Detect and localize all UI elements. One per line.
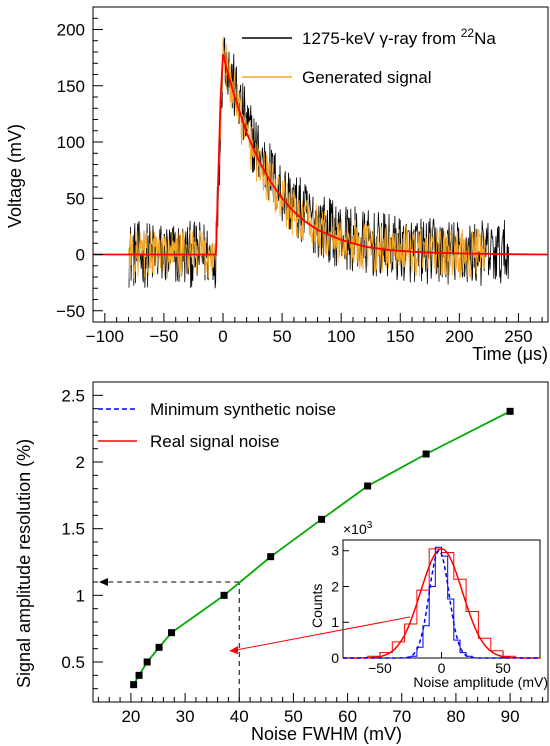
bottom-x-axis-label: Noise FWHM (mV) xyxy=(251,724,402,744)
inset-y-tick-label: 2 xyxy=(331,578,339,594)
bottom-y-tick-label: 1.5 xyxy=(61,520,85,539)
legend-label-na22: 1275-keV γ-ray from 22Na xyxy=(302,26,496,48)
inset-y-axis-label: Counts xyxy=(309,584,325,628)
bottom-x-tick-label: 80 xyxy=(446,707,465,726)
inset-y-tick-label: 3 xyxy=(331,543,339,559)
bottom-x-tick-label: 70 xyxy=(392,707,411,726)
inset-x-tick-label: 50 xyxy=(495,660,511,676)
resolution-point xyxy=(506,407,514,415)
top-y-tick-label: 100 xyxy=(57,133,85,152)
legend-label-min-synthetic: Minimum synthetic noise xyxy=(150,400,336,419)
top-plot-frame xyxy=(92,6,549,323)
top-x-tick-label: 0 xyxy=(218,327,227,346)
top-x-tick-label: 50 xyxy=(273,327,292,346)
top-y-tick-label: 150 xyxy=(57,77,85,96)
legend-label-real-noise: Real signal noise xyxy=(150,432,279,451)
inset-y-tick-label: 1 xyxy=(331,614,339,630)
inset-arrow xyxy=(229,616,411,654)
top-x-tick-label: 200 xyxy=(445,327,473,346)
resolution-point xyxy=(364,482,372,490)
generated-waveform xyxy=(128,36,486,279)
resolution-point xyxy=(422,450,430,458)
legend-label-generated: Generated signal xyxy=(302,68,431,87)
resolution-point xyxy=(155,643,163,651)
inset-x-tick-label: −50 xyxy=(368,660,392,676)
top-y-axis-label: Voltage (mV) xyxy=(5,124,25,228)
inset-background xyxy=(342,539,541,659)
bottom-y-tick-label: 2.5 xyxy=(61,386,85,405)
inset-red-fit xyxy=(343,548,540,659)
resolution-point xyxy=(318,515,326,523)
resolution-point xyxy=(135,671,143,679)
top-x-tick-label: 100 xyxy=(327,327,355,346)
top-x-tick-label: −50 xyxy=(149,327,178,346)
top-legend: 1275-keV γ-ray from 22Na Generated signa… xyxy=(242,26,496,87)
guide-arrowhead xyxy=(99,578,108,586)
resolution-point xyxy=(220,591,228,599)
inset-y-tick-label: 0 xyxy=(331,650,339,666)
bottom-x-tick-label: 50 xyxy=(284,707,303,726)
inset-x-tick-label: 0 xyxy=(438,660,446,676)
inset-multiplier: ×103 xyxy=(343,520,373,537)
top-y-tick-label: −50 xyxy=(56,302,85,321)
top-x-tick-label: 250 xyxy=(504,327,532,346)
top-x-tick-label: −100 xyxy=(86,327,124,346)
top-y-tick-label: 200 xyxy=(57,21,85,40)
resolution-point xyxy=(143,658,151,666)
resolution-point xyxy=(130,681,138,689)
fit-curve xyxy=(93,54,549,256)
inset-x-axis-label: Noise amplitude (mV) xyxy=(413,674,548,690)
bottom-legend: Minimum synthetic noise Real signal nois… xyxy=(98,400,336,451)
inset-blue-fit xyxy=(343,549,540,659)
resolution-point xyxy=(267,553,275,561)
resolution-panel: 20 30 40 50 60 70 80 900.511.522.5 Noise FWHM (… xyxy=(14,381,549,744)
resolution-point xyxy=(168,629,176,637)
inset-blue-histogram xyxy=(410,546,473,658)
bottom-y-axis-label: Signal amplitude resolution (%) xyxy=(14,439,34,688)
noise-histogram-inset: −50 0 50 0 1 2 3 ×103 Counts Noise amplitude (… xyxy=(309,520,548,690)
bottom-x-tick-label: 90 xyxy=(501,707,520,726)
top-y-tick-label: 50 xyxy=(66,189,85,208)
top-x-tick-label: 150 xyxy=(386,327,414,346)
bottom-x-tick-label: 30 xyxy=(176,707,195,726)
bottom-x-tick-label: 60 xyxy=(338,707,357,726)
bottom-x-tick-label: 40 xyxy=(230,707,249,726)
bottom-y-tick-label: 0.5 xyxy=(61,653,85,672)
top-y-tick-label: 0 xyxy=(76,246,85,265)
top-x-axis-label: Time (μs) xyxy=(472,344,548,364)
bottom-x-tick-label: 20 xyxy=(121,707,140,726)
bottom-y-tick-label: 1 xyxy=(76,586,85,605)
bottom-y-tick-label: 2 xyxy=(76,453,85,472)
